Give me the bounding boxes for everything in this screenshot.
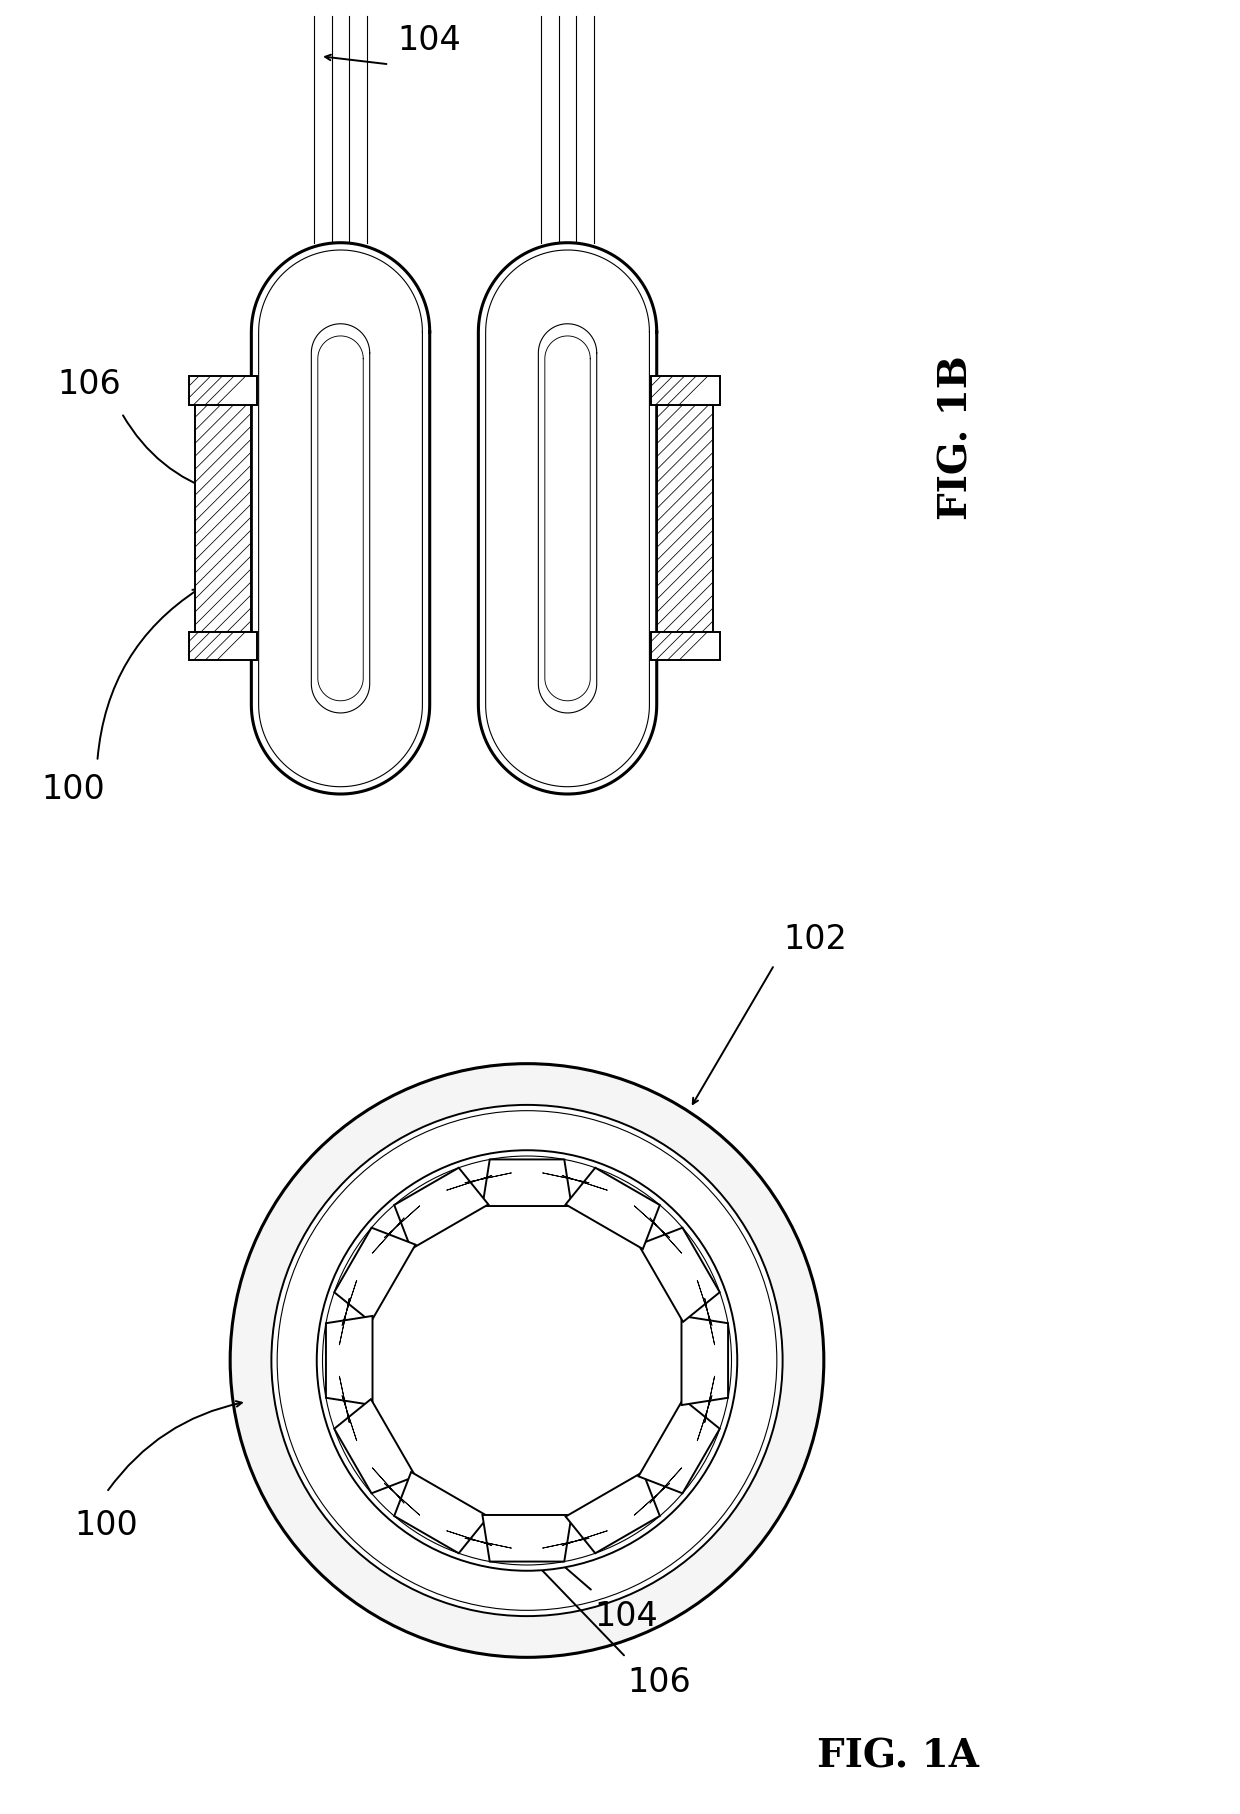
Polygon shape [384,1206,420,1237]
Polygon shape [340,1377,350,1422]
Text: 104: 104 [398,24,461,56]
Text: 104: 104 [594,1600,658,1633]
Polygon shape [634,1484,670,1515]
Polygon shape [311,323,370,713]
Bar [651,631,719,660]
Text: 102: 102 [784,923,847,956]
Polygon shape [542,1538,589,1547]
Polygon shape [704,1299,714,1344]
Polygon shape [704,1377,714,1422]
Polygon shape [342,1395,357,1440]
Polygon shape [565,1471,660,1553]
Circle shape [316,1150,738,1571]
Polygon shape [342,1281,357,1326]
Text: FIG. 1A: FIG. 1A [817,1738,980,1776]
Bar [188,377,258,405]
Polygon shape [542,1174,589,1183]
Polygon shape [252,243,430,795]
Polygon shape [465,1174,512,1183]
Text: 106: 106 [627,1665,691,1698]
Bar [651,377,719,405]
Circle shape [231,1063,823,1658]
Circle shape [272,1105,782,1616]
Polygon shape [384,1484,420,1515]
Polygon shape [335,1399,415,1493]
Polygon shape [326,1315,372,1406]
Polygon shape [394,1168,489,1250]
Polygon shape [465,1538,512,1547]
Polygon shape [335,1228,415,1322]
Polygon shape [482,1515,572,1562]
Polygon shape [639,1228,719,1322]
Polygon shape [697,1395,712,1440]
Polygon shape [446,1531,492,1546]
Polygon shape [538,323,596,713]
Polygon shape [565,1168,660,1250]
Bar [195,405,252,631]
Polygon shape [372,1217,404,1253]
Polygon shape [697,1281,712,1326]
Polygon shape [446,1175,492,1190]
Polygon shape [394,1471,489,1553]
Text: FIG. 1B: FIG. 1B [937,356,976,519]
Polygon shape [650,1217,682,1253]
Polygon shape [562,1175,608,1190]
Bar [188,631,258,660]
Polygon shape [562,1531,608,1546]
Text: 106: 106 [57,368,122,401]
Text: 100: 100 [74,1509,139,1542]
Polygon shape [682,1315,728,1406]
Text: 100: 100 [41,773,105,807]
Polygon shape [372,1468,404,1504]
Polygon shape [639,1399,719,1493]
Polygon shape [479,243,657,795]
Polygon shape [482,1159,572,1206]
Polygon shape [340,1299,350,1344]
Polygon shape [634,1206,670,1237]
Bar [657,405,713,631]
Polygon shape [650,1468,682,1504]
